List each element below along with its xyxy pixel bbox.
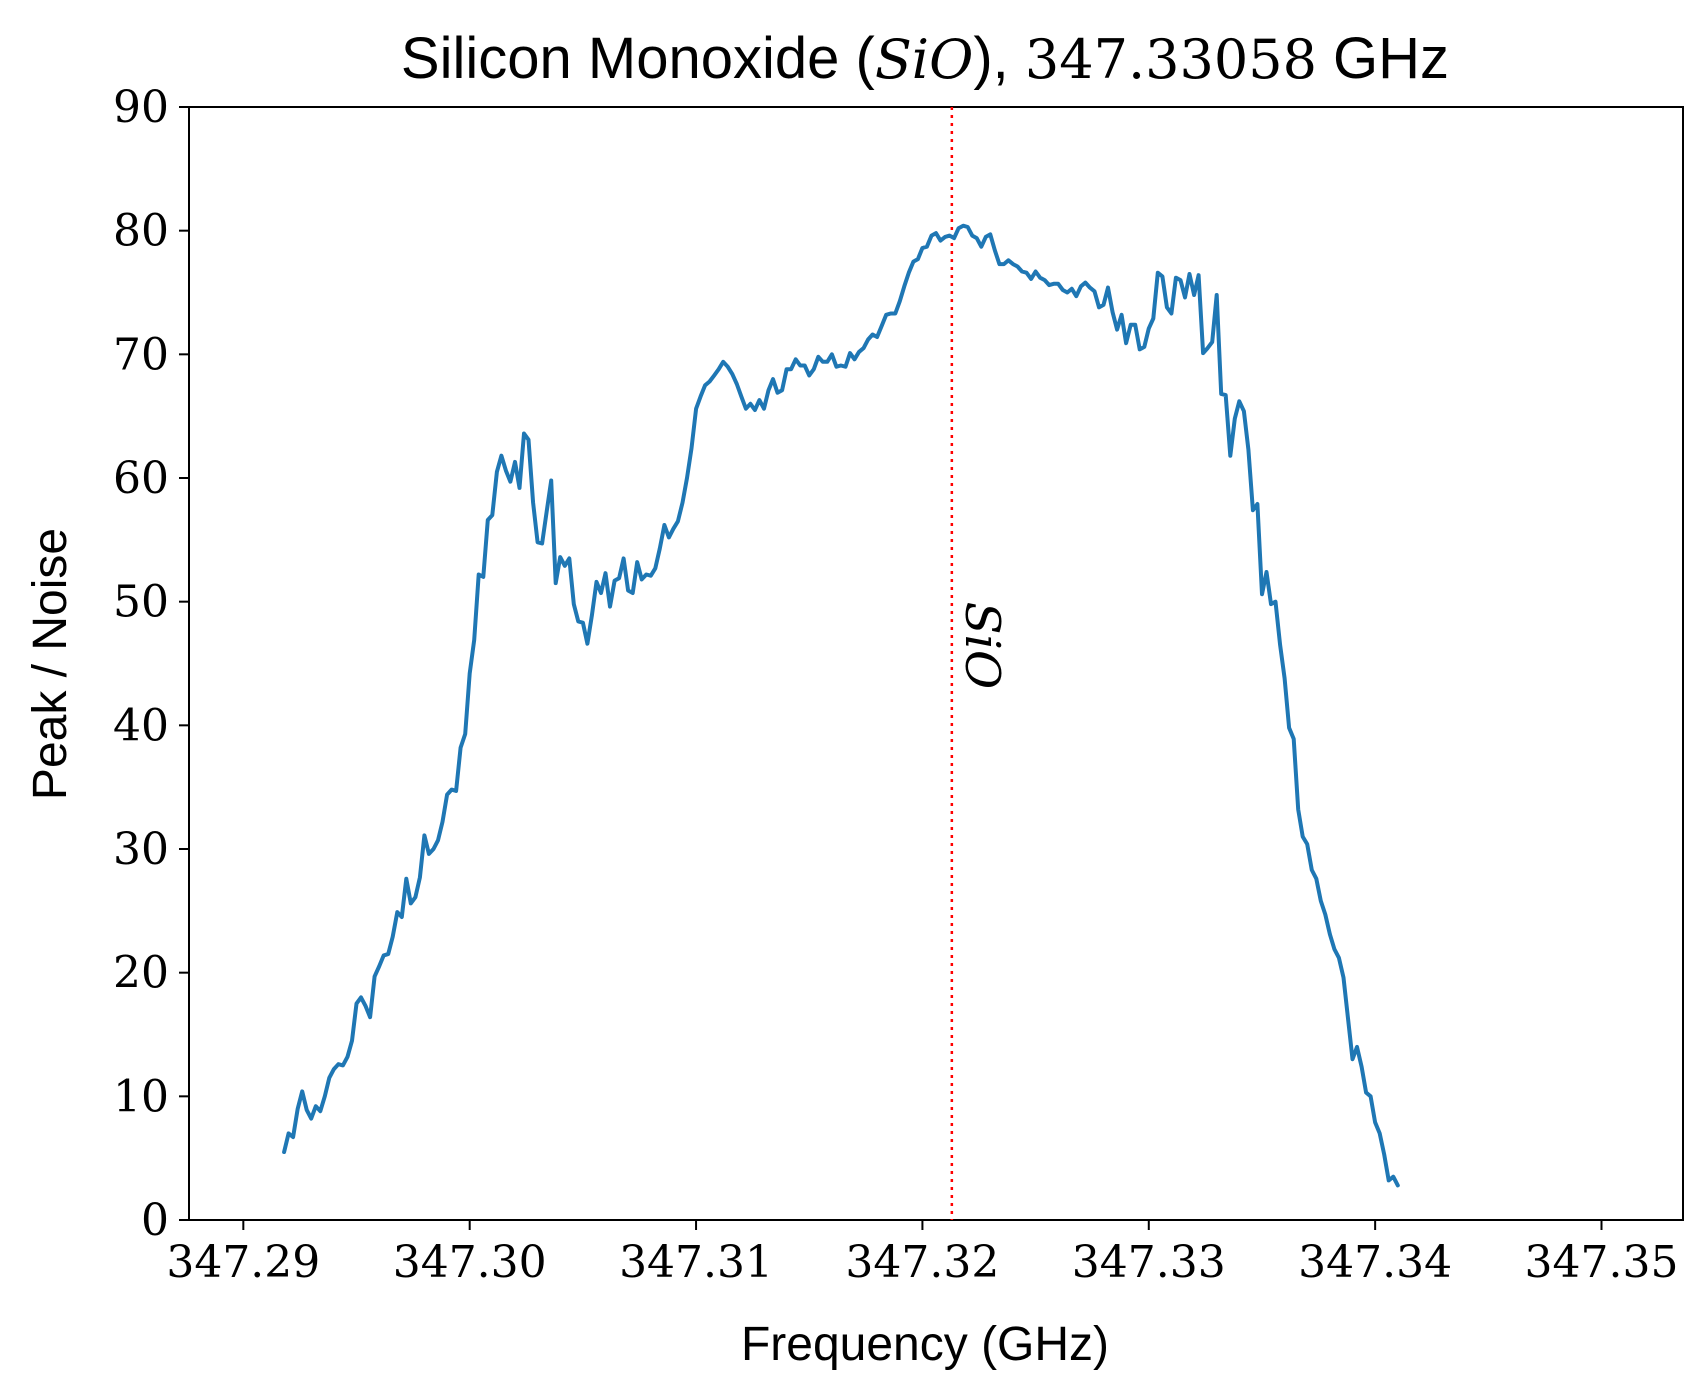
x-tick-label: 347.32: [845, 1237, 999, 1288]
y-tick-label: 50: [113, 577, 169, 628]
x-tick-label: 347.33: [1072, 1237, 1226, 1288]
x-axis-label: Frequency (GHz): [741, 1318, 1109, 1371]
y-tick-label: 0: [141, 1195, 169, 1246]
y-tick-label: 80: [113, 206, 169, 257]
title-mid: ),: [973, 26, 1025, 91]
y-tick-label: 90: [113, 82, 169, 133]
sio-marker-label: SiO: [954, 602, 1010, 690]
y-tick-label: 10: [113, 1071, 169, 1122]
x-tick-label: 347.29: [166, 1237, 320, 1288]
x-tick-label: 347.34: [1298, 1237, 1452, 1288]
x-tick-label: 347.30: [393, 1237, 547, 1288]
series-line-sio-spectrum: [282, 223, 1400, 1188]
y-tick-label: 70: [113, 329, 169, 380]
x-tick-label: 347.31: [619, 1237, 773, 1288]
y-tick-label: 30: [113, 824, 169, 875]
title-prefix: Silicon Monoxide (: [401, 26, 875, 91]
title-suffix: GHz: [1317, 26, 1449, 91]
y-axis-label: Peak / Noise: [24, 528, 77, 800]
y-axis-ticks: 0 10 20 30 40 50 60 70 80 90: [113, 82, 189, 1246]
x-axis-ticks: 347.29 347.30 347.31 347.32 347.33 347.34 347.…: [166, 1220, 1678, 1288]
y-tick-label: 40: [113, 700, 169, 751]
x-tick-label: 347.35: [1525, 1237, 1679, 1288]
y-tick-label: 20: [113, 948, 169, 999]
chart-title: Silicon Monoxide (SiO), 347.33058 GHz: [401, 26, 1449, 91]
title-species: SiO: [875, 28, 974, 91]
y-tick-label: 60: [113, 453, 169, 504]
title-frequency: 347.33058: [1025, 28, 1317, 91]
plot-area-frame: [188, 106, 1684, 1221]
